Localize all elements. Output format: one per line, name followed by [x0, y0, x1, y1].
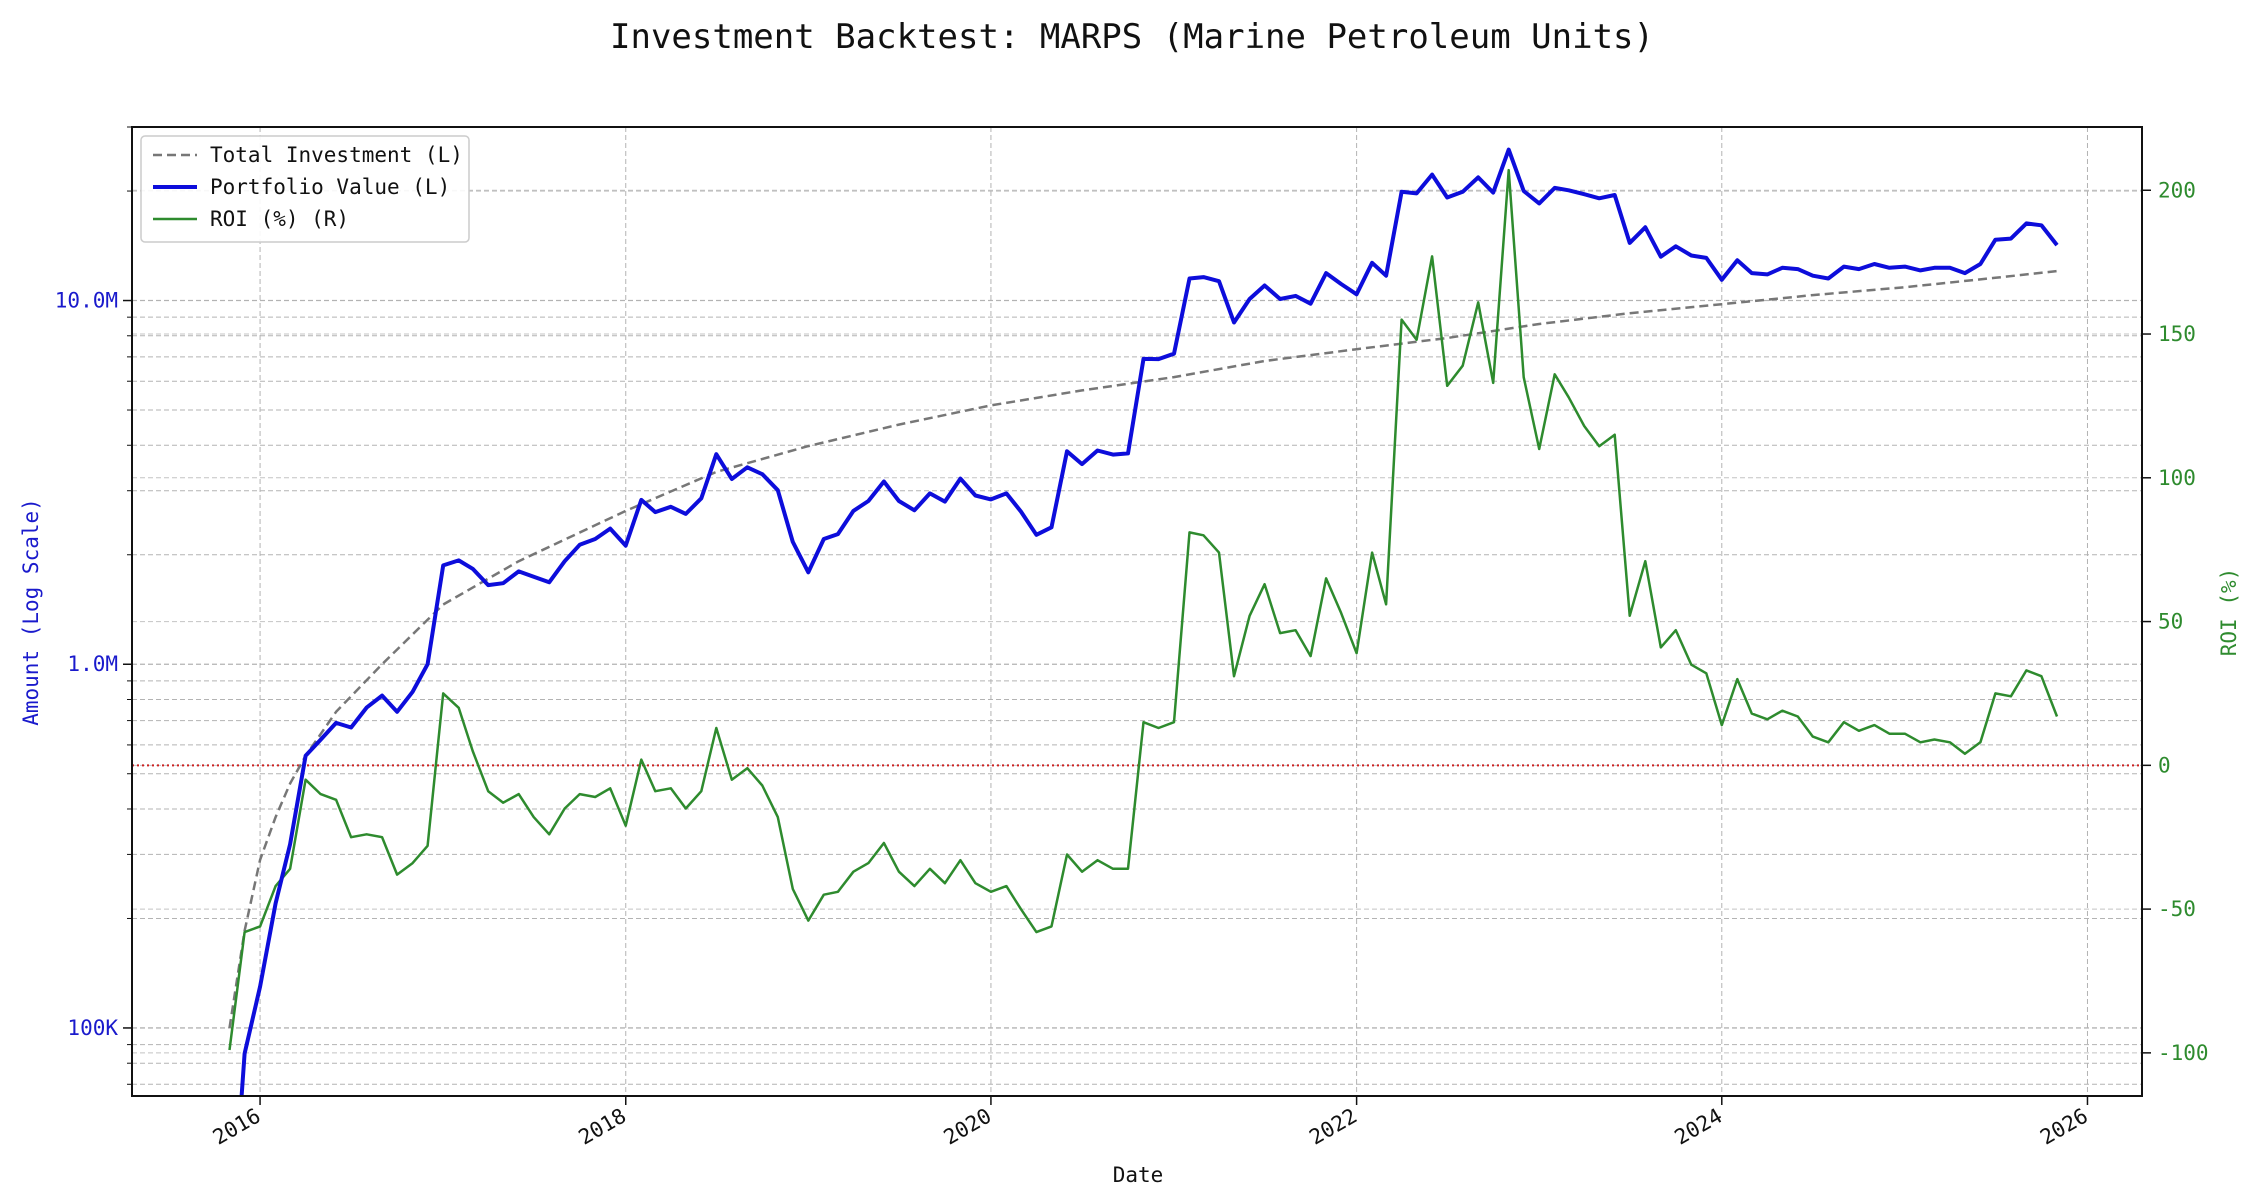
y-right-axis-label: ROI (%) — [2217, 568, 2241, 657]
y-left-tick-label: 10.0M — [55, 289, 118, 313]
y-right-tick-label: 150 — [2158, 322, 2196, 346]
series — [228, 147, 2059, 1097]
legend: Total Investment (L) Portfolio Value (L)… — [140, 135, 470, 243]
roi-line — [228, 168, 2059, 1051]
portfolio-value-line — [239, 147, 2059, 1097]
legend-label-portfolio-value: Portfolio Value (L) — [210, 175, 450, 199]
right-axis-ticks: -100 -50 0 50 100 150 200 — [2142, 178, 2209, 1065]
x-axis-label: Date — [1113, 1163, 1164, 1187]
y-left-tick-label: 1.0M — [67, 652, 118, 676]
y-left-tick-label: 100K — [67, 1016, 118, 1040]
y-left-axis-label: Amount (Log Scale) — [19, 498, 43, 726]
y-right-tick-label: -50 — [2158, 897, 2196, 921]
left-axis-ticks: 100K 1.0M 10.0M — [55, 126, 132, 1085]
plot-frame — [131, 126, 2143, 1097]
legend-box — [140, 135, 470, 243]
y-right-tick-label: -100 — [2158, 1041, 2209, 1065]
total-investment-line — [228, 269, 2058, 1029]
legend-label-total-investment: Total Investment (L) — [210, 143, 463, 167]
legend-label-roi: ROI (%) (R) — [210, 207, 349, 231]
y-right-tick-label: 200 — [2158, 178, 2196, 202]
y-right-tick-label: 100 — [2158, 466, 2196, 490]
chart-title: Investment Backtest: MARPS (Marine Petro… — [610, 17, 1654, 57]
y-right-tick-label: 50 — [2158, 610, 2183, 634]
y-right-tick-label: 0 — [2158, 753, 2171, 777]
